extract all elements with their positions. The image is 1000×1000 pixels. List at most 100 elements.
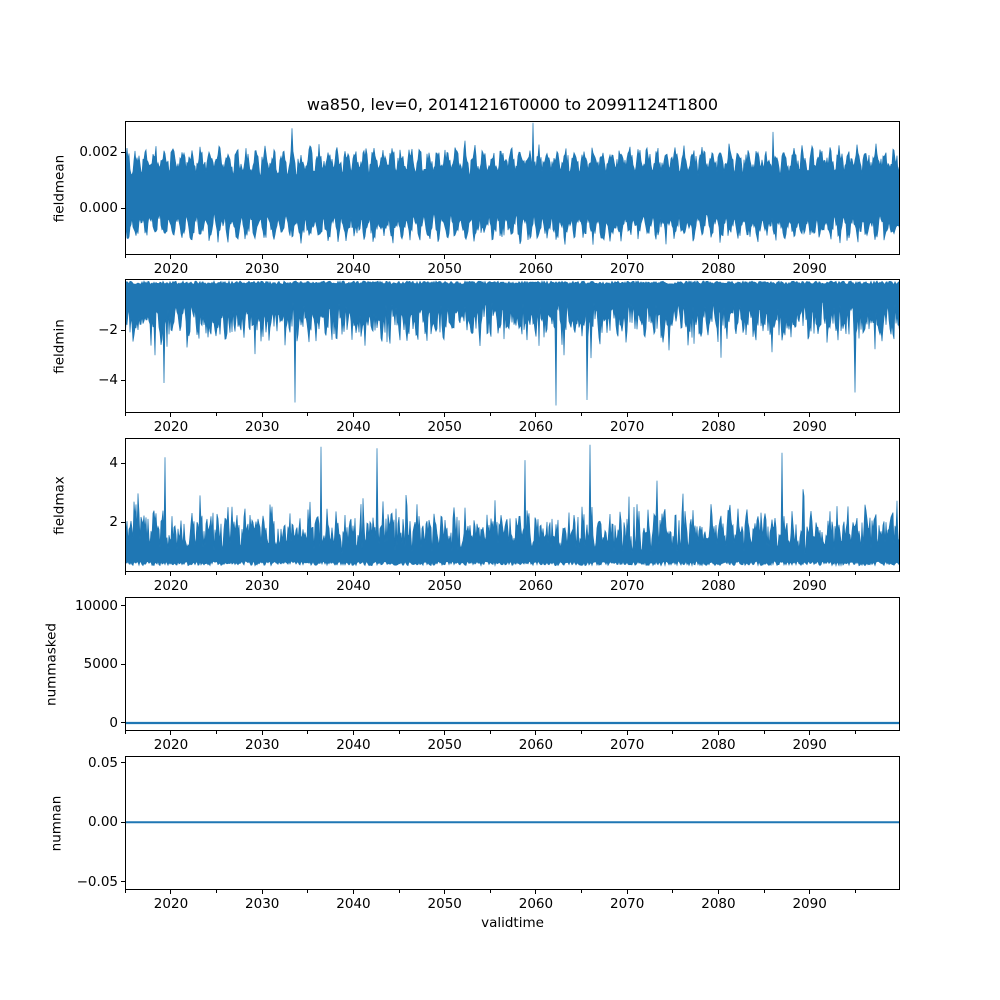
x-tick-label: 2090 <box>792 737 827 753</box>
x-tick-mark <box>352 890 354 894</box>
y-tick-label: 4 <box>109 455 118 472</box>
x-tick-label: 2020 <box>153 419 189 435</box>
x-minor-tick-mark <box>124 572 126 575</box>
y-tick-mark <box>121 821 125 823</box>
plot-area-fieldmean <box>125 121 900 255</box>
x-minor-tick-mark <box>216 255 218 258</box>
x-minor-tick-mark <box>124 890 126 893</box>
x-tick-mark <box>626 890 628 894</box>
x-minor-tick-mark <box>763 572 765 575</box>
x-tick-label: 2020 <box>153 896 189 912</box>
x-tick-label: 2060 <box>518 896 554 912</box>
x-tick-mark <box>809 731 811 735</box>
x-tick-label: 2020 <box>153 737 189 753</box>
x-tick-mark <box>809 572 811 576</box>
x-minor-tick-mark <box>763 731 765 734</box>
y-tick-mark <box>121 329 125 331</box>
series-band-fieldmin <box>125 279 900 406</box>
x-tick-label: 2050 <box>427 896 462 912</box>
x-minor-tick-mark <box>216 572 218 575</box>
y-tick-label: 10000 <box>75 597 118 614</box>
x-tick-mark <box>444 890 446 894</box>
x-tick-label: 2030 <box>245 896 280 912</box>
x-tick-label: 2070 <box>610 737 645 753</box>
x-tick-label: 2040 <box>336 578 371 594</box>
x-tick-mark <box>352 572 354 576</box>
x-minor-tick-mark <box>854 572 856 575</box>
series-band-fieldmean <box>125 122 900 245</box>
x-tick-label: 2070 <box>610 261 645 277</box>
x-tick-mark <box>170 255 172 259</box>
x-tick-mark <box>352 413 354 417</box>
x-tick-label: 2080 <box>701 419 736 435</box>
x-minor-tick-mark <box>581 731 583 734</box>
plot-area-numnan <box>125 756 900 890</box>
x-tick-mark <box>717 890 719 894</box>
x-minor-tick-mark <box>307 572 309 575</box>
x-tick-mark <box>717 572 719 576</box>
x-tick-label: 2080 <box>701 737 736 753</box>
plot-area-nummasked <box>125 597 900 731</box>
x-tick-label: 2080 <box>701 578 736 594</box>
y-axis-label-fieldmin: fieldmin <box>51 318 68 374</box>
x-minor-tick-mark <box>398 572 400 575</box>
x-minor-tick-mark <box>216 890 218 893</box>
x-minor-tick-mark <box>489 731 491 734</box>
x-minor-tick-mark <box>672 890 674 893</box>
x-tick-label: 2050 <box>427 578 462 594</box>
x-minor-tick-mark <box>124 255 126 258</box>
x-tick-label: 2090 <box>792 419 827 435</box>
x-tick-mark <box>170 572 172 576</box>
y-tick-label: −4 <box>98 372 118 388</box>
x-tick-mark <box>535 572 537 576</box>
x-minor-tick-mark <box>124 413 126 416</box>
y-tick-label: 0.002 <box>79 144 118 161</box>
x-minor-tick-mark <box>763 890 765 893</box>
y-tick-label: 0 <box>109 714 118 731</box>
x-tick-label: 2070 <box>610 419 645 435</box>
x-tick-label: 2070 <box>610 896 645 912</box>
x-minor-tick-mark <box>672 731 674 734</box>
x-tick-mark <box>444 731 446 735</box>
series-band-fieldmax <box>125 444 900 568</box>
x-tick-label: 2040 <box>336 896 371 912</box>
x-minor-tick-mark <box>216 413 218 416</box>
x-minor-tick-mark <box>398 255 400 258</box>
x-tick-label: 2030 <box>245 419 280 435</box>
x-axis-title: validtime <box>481 915 544 931</box>
x-minor-tick-mark <box>489 255 491 258</box>
x-tick-mark <box>261 890 263 894</box>
x-minor-tick-mark <box>216 731 218 734</box>
x-tick-label: 2060 <box>518 578 554 594</box>
y-tick-mark <box>121 462 125 464</box>
x-minor-tick-mark <box>581 413 583 416</box>
x-minor-tick-mark <box>672 255 674 258</box>
x-tick-mark <box>261 413 263 417</box>
y-tick-mark <box>121 521 125 523</box>
x-minor-tick-mark <box>581 255 583 258</box>
x-tick-label: 2060 <box>518 419 554 435</box>
x-minor-tick-mark <box>307 731 309 734</box>
x-tick-mark <box>444 413 446 417</box>
x-tick-label: 2040 <box>336 737 371 753</box>
x-minor-tick-mark <box>854 890 856 893</box>
x-tick-mark <box>352 255 354 259</box>
x-tick-mark <box>444 572 446 576</box>
x-tick-mark <box>444 255 446 259</box>
y-axis-label-fieldmax: fieldmax <box>51 475 68 535</box>
y-tick-mark <box>121 207 125 209</box>
y-tick-label: 0.000 <box>79 200 118 216</box>
x-tick-mark <box>352 731 354 735</box>
x-tick-mark <box>535 890 537 894</box>
x-tick-mark <box>717 413 719 417</box>
y-tick-mark <box>121 722 125 724</box>
y-tick-mark <box>121 379 125 381</box>
x-tick-label: 2040 <box>336 419 371 435</box>
x-tick-label: 2030 <box>245 261 280 277</box>
x-tick-mark <box>170 731 172 735</box>
x-tick-mark <box>626 413 628 417</box>
x-tick-mark <box>261 572 263 576</box>
x-minor-tick-mark <box>854 731 856 734</box>
x-tick-label: 2060 <box>518 261 554 277</box>
